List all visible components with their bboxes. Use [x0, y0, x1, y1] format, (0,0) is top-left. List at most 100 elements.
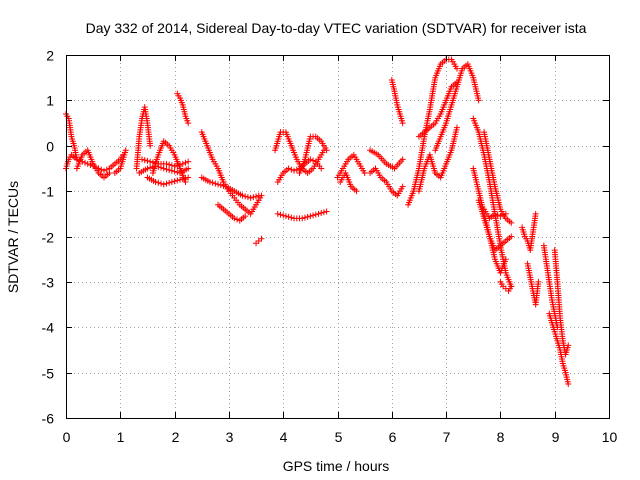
- x-tick-label: 2: [172, 429, 180, 445]
- data-point: [209, 179, 216, 186]
- data-point: [160, 181, 167, 188]
- data-point: [171, 168, 178, 175]
- data-point: [152, 179, 159, 186]
- data-point: [144, 157, 151, 164]
- y-tick-label: 1: [46, 93, 54, 109]
- data-point: [155, 179, 162, 186]
- data-point: [220, 182, 227, 189]
- data-point: [215, 181, 222, 188]
- y-tick-label: -4: [42, 320, 55, 336]
- data-point: [101, 167, 108, 174]
- data-point: [508, 283, 515, 290]
- axis-ticks: 0 1 2 3 4 5 6 7 8 9 10 -6 -5 -4 -3 -2 -1 0 1 2: [42, 48, 618, 446]
- data-point: [212, 180, 219, 187]
- data-point: [253, 193, 260, 200]
- x-tick-label: 9: [552, 429, 560, 445]
- x-tick-label: 4: [280, 429, 288, 445]
- data-point: [307, 156, 314, 163]
- data-point: [307, 213, 314, 220]
- data-point: [171, 178, 178, 185]
- data-point: [174, 177, 181, 184]
- data-point: [255, 192, 262, 199]
- data-point: [163, 180, 170, 187]
- y-tick-label: -1: [42, 184, 55, 200]
- y-tick-label: -6: [42, 411, 55, 427]
- data-point: [453, 124, 460, 131]
- data-point: [291, 167, 298, 174]
- data-point: [168, 167, 175, 174]
- data-point: [399, 183, 406, 190]
- data-point: [310, 212, 317, 219]
- data-point: [565, 380, 572, 387]
- y-tick-label: -5: [42, 366, 55, 382]
- data-point: [353, 188, 360, 195]
- data-point: [206, 179, 213, 186]
- data-point: [247, 194, 254, 201]
- x-tick-label: 3: [226, 429, 234, 445]
- data-point: [147, 142, 154, 149]
- data-point: [106, 169, 113, 176]
- data-point: [304, 213, 311, 220]
- data-point: [320, 209, 327, 216]
- data-point: [182, 179, 189, 186]
- data-point: [318, 165, 325, 172]
- data-point: [508, 219, 515, 226]
- data-point: [500, 211, 507, 218]
- data-point: [163, 160, 170, 167]
- grid: [66, 55, 609, 418]
- data-point: [293, 166, 300, 173]
- y-tick-label: -2: [42, 230, 55, 246]
- y-tick-label: -3: [42, 275, 55, 291]
- data-point: [277, 211, 284, 218]
- data-point: [318, 210, 325, 217]
- data-point: [98, 166, 105, 173]
- data-point: [282, 213, 289, 220]
- data-point: [508, 233, 515, 240]
- data-point: [163, 166, 170, 173]
- x-tick-label: 7: [443, 429, 451, 445]
- data-point: [494, 211, 501, 218]
- data-point: [244, 194, 251, 201]
- data-point: [310, 157, 317, 164]
- data-point: [87, 162, 94, 169]
- data-point: [497, 213, 504, 220]
- data-point: [312, 211, 319, 218]
- data-point: [82, 159, 89, 166]
- data-series-sdtvar: [63, 56, 572, 387]
- data-point: [166, 166, 173, 173]
- data-point: [285, 213, 292, 220]
- y-axis-title: SDTVAR / TECUs: [5, 181, 21, 293]
- data-point: [502, 256, 509, 263]
- data-point: [315, 210, 322, 217]
- x-tick-label: 6: [389, 429, 397, 445]
- data-point: [399, 120, 406, 127]
- data-point: [166, 179, 173, 186]
- data-point: [301, 214, 308, 221]
- data-point: [288, 214, 295, 221]
- data-point: [323, 208, 330, 215]
- x-tick-label: 5: [335, 429, 343, 445]
- x-axis-title: GPS time / hours: [283, 458, 390, 474]
- data-point: [139, 156, 146, 163]
- data-point: [185, 165, 192, 172]
- data-point: [299, 215, 306, 222]
- data-point: [323, 147, 330, 154]
- data-point: [242, 213, 249, 220]
- data-point: [258, 235, 265, 242]
- data-point: [242, 193, 249, 200]
- x-tick-label: 8: [497, 429, 505, 445]
- data-point: [84, 160, 91, 167]
- chart-title: Day 332 of 2014, Sidereal Day-to-day VTE…: [86, 20, 587, 36]
- data-point: [185, 158, 192, 165]
- x-tick-label: 0: [63, 429, 71, 445]
- data-point: [565, 342, 572, 349]
- data-point: [502, 210, 509, 217]
- data-point: [231, 215, 238, 222]
- data-point: [144, 165, 151, 172]
- data-point: [250, 194, 257, 201]
- data-point: [399, 156, 406, 163]
- data-point: [217, 182, 224, 189]
- data-point: [147, 158, 154, 165]
- data-point: [532, 210, 539, 217]
- data-point: [453, 65, 460, 72]
